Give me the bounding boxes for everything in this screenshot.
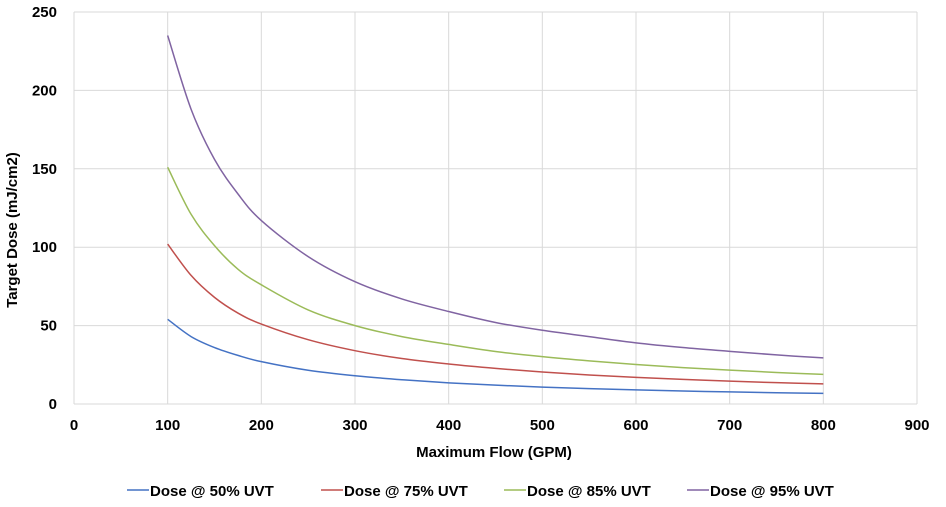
x-tick-label: 700 <box>717 417 742 434</box>
grid-lines <box>73 11 918 405</box>
legend-label-2: Dose @ 75% UVT <box>344 483 468 500</box>
y-tick-label: 250 <box>32 4 57 21</box>
y-tick-label: 150 <box>32 161 57 178</box>
x-tick-label: 0 <box>70 417 78 434</box>
legend: Dose @ 50% UVT Dose @ 75% UVT Dose @ 85% U… <box>127 483 834 500</box>
y-tick-label: 200 <box>32 82 57 99</box>
x-tick-label: 200 <box>249 417 274 434</box>
series-lines <box>166 35 824 395</box>
legend-label-3: Dose @ 85% UVT <box>527 483 651 500</box>
y-tick-label: 50 <box>40 318 57 335</box>
y-tick-labels: 0 50 100 150 200 250 <box>32 4 57 413</box>
y-tick-label: 0 <box>49 396 57 413</box>
series-line-3 <box>166 166 824 376</box>
x-tick-label: 500 <box>530 417 555 434</box>
series-line-4 <box>166 35 824 359</box>
x-tick-label: 900 <box>904 417 929 434</box>
x-tick-label: 300 <box>342 417 367 434</box>
x-tick-label: 400 <box>436 417 461 434</box>
x-tick-labels: 0 100 200 300 400 500 600 700 800 900 <box>70 417 930 434</box>
y-tick-label: 100 <box>32 239 57 256</box>
x-tick-label: 800 <box>811 417 836 434</box>
y-axis-title: Target Dose (mJ/cm2) <box>4 152 21 308</box>
x-tick-label: 100 <box>155 417 180 434</box>
x-axis-title: Maximum Flow (GPM) <box>416 444 572 461</box>
series-line-1 <box>167 318 824 395</box>
legend-label-1: Dose @ 50% UVT <box>150 483 274 500</box>
legend-label-4: Dose @ 95% UVT <box>710 483 834 500</box>
series-line-2 <box>167 243 824 385</box>
x-tick-label: 600 <box>623 417 648 434</box>
